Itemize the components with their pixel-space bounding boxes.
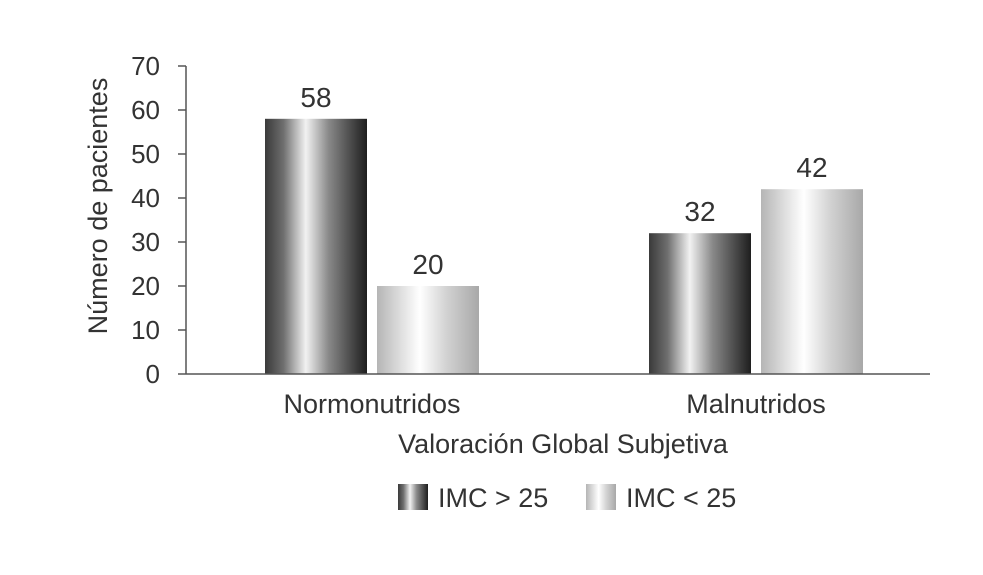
legend-swatch xyxy=(586,484,616,510)
legend-item: IMC < 25 xyxy=(586,483,736,513)
x-tick-label: Normonutridos xyxy=(283,389,460,419)
y-tick-label: 50 xyxy=(131,139,160,169)
bars-group xyxy=(265,118,863,374)
y-tick-label: 20 xyxy=(131,271,160,301)
bar-normonutridos-series-2 xyxy=(377,286,479,374)
legend-label: IMC < 25 xyxy=(626,483,736,513)
legend-swatch xyxy=(398,484,428,510)
y-tick-label: 30 xyxy=(131,227,160,257)
y-tick-label: 70 xyxy=(131,51,160,81)
bar-value-label: 20 xyxy=(412,249,443,280)
x-axis-categories: Normonutridos Malnutridos xyxy=(283,389,825,419)
bar-malnutridos-series-1 xyxy=(649,233,751,374)
y-tick-label: 0 xyxy=(146,359,160,389)
data-labels-group: 58 20 32 42 xyxy=(300,82,827,280)
x-tick-label: Malnutridos xyxy=(686,389,826,419)
bar-normonutridos-series-1 xyxy=(265,118,367,374)
bar-value-label: 58 xyxy=(300,82,331,113)
y-axis-ticks: 0 10 20 30 40 50 60 70 xyxy=(131,51,186,389)
y-axis-title: Número de pacientes xyxy=(83,78,113,335)
legend-item: IMC > 25 xyxy=(398,483,548,513)
legend-label: IMC > 25 xyxy=(438,483,548,513)
x-axis-title: Valoración Global Subjetiva xyxy=(398,429,729,459)
bar-value-label: 32 xyxy=(684,196,715,227)
y-tick-label: 40 xyxy=(131,183,160,213)
bar-value-label: 42 xyxy=(796,152,827,183)
y-tick-label: 10 xyxy=(131,315,160,345)
legend: IMC > 25 IMC < 25 xyxy=(398,483,736,513)
bar-malnutridos-series-2 xyxy=(761,189,863,374)
y-tick-label: 60 xyxy=(131,95,160,125)
